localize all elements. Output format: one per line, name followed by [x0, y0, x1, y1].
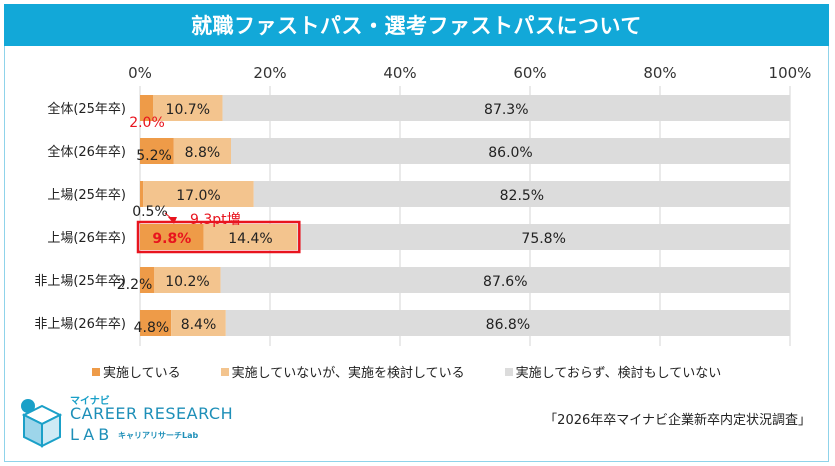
x-tick-label: 20% — [253, 64, 286, 82]
x-tick-label: 60% — [513, 64, 546, 82]
bar-segment — [220, 267, 791, 293]
legend: 実施している 実施していないが、実施を検討している 実施しておらず、検討もしてい… — [92, 362, 721, 381]
legend-item-implemented: 実施している — [92, 362, 181, 381]
data-label: 5.2% — [136, 148, 172, 164]
data-label: 2.2% — [117, 277, 153, 293]
data-label: 86.8% — [486, 317, 530, 333]
x-tick-label: 100% — [769, 64, 812, 82]
x-tick-label: 40% — [383, 64, 416, 82]
data-label: 4.8% — [134, 320, 170, 336]
data-label: 82.5% — [500, 188, 544, 204]
data-label: 14.4% — [228, 231, 272, 247]
bar-segment — [253, 181, 790, 207]
legend-label-not-considering: 実施しておらず、検討もしていない — [515, 366, 722, 381]
data-label: 86.0% — [488, 145, 532, 161]
bar-segment — [140, 95, 153, 121]
legend-swatch-not-considering — [504, 367, 513, 376]
bar-segment — [173, 138, 231, 164]
data-label: 10.7% — [166, 102, 210, 118]
data-label: 8.4% — [181, 317, 217, 333]
bar-segment — [222, 95, 791, 121]
category-label: 非上場(25年卒) — [34, 274, 126, 289]
career-research-lab-logo: マイナビ CAREER RESEARCH LAB キャリアリサーチLab — [18, 392, 258, 460]
data-label: 0.5% — [132, 204, 168, 220]
category-label: 全体(25年卒) — [47, 101, 126, 117]
legend-item-not-considering: 実施しておらず、検討もしていない — [504, 362, 722, 381]
data-label: 87.3% — [484, 102, 528, 118]
category-label: 非上場(26年卒) — [34, 317, 126, 332]
bar-segment — [140, 138, 174, 164]
bar-segment — [231, 138, 790, 164]
legend-swatch-implemented — [92, 367, 100, 376]
source-note: 「2026年卒マイナビ企業新卒内定状況調査」 — [544, 413, 811, 428]
callout-arrow-head — [168, 217, 177, 224]
bar-segment — [297, 224, 790, 250]
chart-title: 就職ファストパス・選考ファストパスについて — [4, 4, 829, 46]
logo-line2-text: LAB — [70, 425, 114, 444]
category-label: 全体(26年卒) — [47, 144, 126, 160]
x-tick-label: 80% — [643, 64, 676, 82]
bar-segment — [153, 95, 223, 121]
category-label: 上場(26年卒) — [47, 231, 126, 246]
logo-brand-text: マイナビ — [70, 396, 110, 407]
cube-logo-icon — [21, 399, 63, 448]
logo-sub-text: キャリアリサーチLab — [118, 431, 199, 440]
x-tick-label: 0% — [128, 64, 152, 82]
data-label: 9.8% — [152, 231, 191, 247]
data-label: 87.6% — [483, 274, 527, 290]
legend-item-considering: 実施していないが、実施を検討している — [220, 362, 465, 381]
data-label: 2.0% — [129, 115, 165, 131]
bar-segment — [225, 310, 791, 336]
bar-segment — [143, 181, 254, 207]
bar-segment — [154, 267, 221, 293]
bar-segment — [140, 267, 155, 293]
legend-label-implemented: 実施している — [103, 366, 181, 381]
data-label: 75.8% — [521, 231, 565, 247]
bar-segment — [171, 310, 226, 336]
data-label: 17.0% — [176, 188, 220, 204]
bar-segment — [140, 310, 172, 336]
data-label: 8.8% — [185, 145, 221, 161]
legend-label-considering: 実施していないが、実施を検討している — [231, 366, 465, 381]
category-label: 上場(25年卒) — [47, 188, 126, 203]
logo-line1-text: CAREER RESEARCH — [70, 404, 234, 423]
bar-segment — [203, 224, 298, 250]
callout-label: 9.3pt増 — [190, 212, 241, 228]
legend-swatch-considering — [220, 367, 229, 376]
bar-segment — [140, 224, 204, 250]
data-label: 10.2% — [165, 274, 209, 290]
bar-segment — [140, 181, 144, 207]
highlight-box — [136, 220, 301, 254]
